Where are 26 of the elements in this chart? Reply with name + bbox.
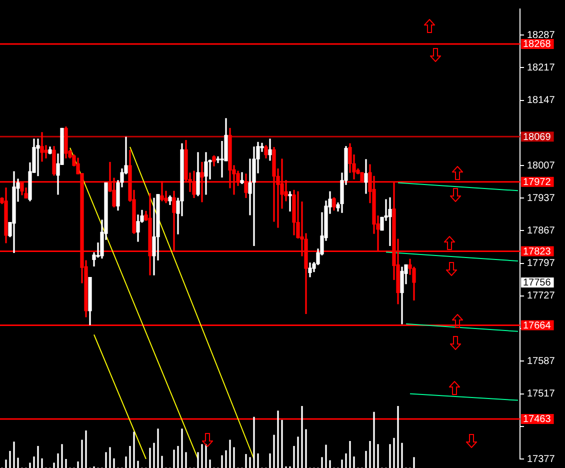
y-tick-label: 17727 [527, 290, 556, 302]
y-tick-label: 17587 [527, 356, 556, 367]
ref-line-label: 18268 [523, 39, 552, 50]
ref-line-label: 17664 [523, 320, 552, 332]
ref-line-label: 17823 [523, 246, 552, 258]
ref-line-label: 18069 [523, 132, 552, 143]
candlestick [240, 172, 244, 184]
ref-line-label: 17463 [523, 414, 552, 426]
candlestick [44, 145, 48, 158]
y-tick-label: 18007 [527, 160, 556, 172]
y-tick-label: 18147 [527, 95, 556, 106]
annotation: 17756 [523, 278, 552, 289]
candlestick [36, 138, 40, 176]
y-tick-label: 18217 [527, 62, 556, 74]
y-tick-label: 17377 [527, 454, 556, 465]
candlestick [268, 138, 272, 161]
candlestick [388, 197, 392, 246]
y-tick-label: 17517 [527, 388, 556, 400]
y-tick-label: 18287 [527, 30, 556, 41]
y-tick-label: 17797 [527, 258, 556, 270]
ref-line-label: 17972 [523, 177, 552, 188]
candlestick [40, 132, 44, 162]
candlestick [288, 191, 292, 212]
y-tick-label: 17867 [527, 225, 556, 236]
candlestick [152, 198, 156, 276]
y-tick-label: 17937 [527, 192, 556, 204]
